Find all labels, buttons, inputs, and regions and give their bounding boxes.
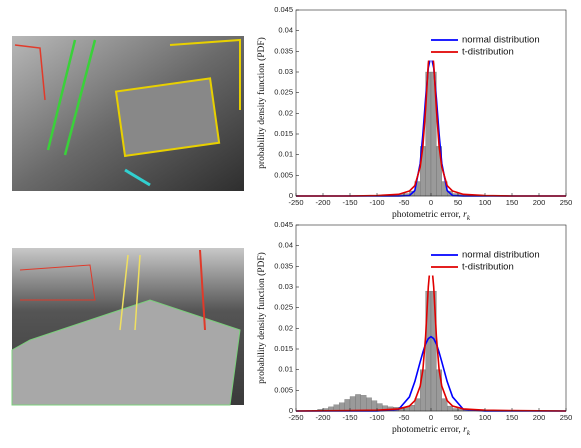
- x-axis-label-text: photometric error,: [392, 425, 463, 435]
- y-tick-label: 0.005: [274, 170, 293, 179]
- photo: [12, 248, 244, 405]
- legend-label: t-distribution: [462, 47, 514, 58]
- legend-label: normal distribution: [462, 250, 540, 261]
- histogram-bar: [339, 403, 344, 411]
- y-tick-label: 0.04: [278, 241, 293, 250]
- histogram-bar: [453, 409, 458, 411]
- y-axis-label: probability density function (PDF): [256, 252, 267, 384]
- x-tick-label: 250: [560, 198, 573, 207]
- x-tick-label: 100: [479, 198, 492, 207]
- x-tick-label: -100: [369, 198, 384, 207]
- x-axis-label: photometric error, rk: [392, 425, 471, 436]
- x-tick-label: -200: [315, 198, 330, 207]
- x-tick-label: -50: [399, 198, 410, 207]
- histogram-bar: [350, 397, 355, 411]
- x-tick-label: 200: [533, 198, 546, 207]
- y-tick-label: 0.02: [278, 323, 293, 332]
- y-tick-label: 0.01: [278, 150, 293, 159]
- y-tick-label: 0.01: [278, 365, 293, 374]
- y-tick-label: 0.03: [278, 282, 293, 291]
- x-axis-label-subscript: k: [467, 429, 471, 437]
- y-tick-label: 0.03: [278, 67, 293, 76]
- x-tick-label: 50: [454, 413, 462, 422]
- y-tick-label: 0: [289, 191, 293, 200]
- x-tick-label: -50: [399, 413, 410, 422]
- y-tick-label: 0.035: [274, 46, 293, 55]
- x-tick-label: 0: [429, 198, 433, 207]
- histogram-bar: [345, 399, 350, 411]
- legend-label: t-distribution: [462, 262, 514, 273]
- y-tick-label: 0.025: [274, 88, 293, 97]
- y-tick-label: 0.005: [274, 385, 293, 394]
- x-tick-label: -150: [342, 413, 357, 422]
- x-tick-label: 200: [533, 413, 546, 422]
- histogram-bar: [366, 398, 371, 411]
- legend-label: normal distribution: [462, 35, 540, 46]
- y-tick-label: 0.035: [274, 261, 293, 270]
- y-tick-label: 0.025: [274, 303, 293, 312]
- y-tick-label: 0.04: [278, 26, 293, 35]
- histogram-bar: [447, 406, 452, 411]
- y-tick-label: 0.015: [274, 129, 293, 138]
- histogram-bar: [436, 370, 441, 411]
- x-tick-label: 250: [560, 413, 573, 422]
- y-tick-label: 0.015: [274, 344, 293, 353]
- x-tick-label: 150: [506, 413, 519, 422]
- histogram-bar: [420, 370, 425, 411]
- x-tick-label: -200: [315, 413, 330, 422]
- x-tick-label: -150: [342, 198, 357, 207]
- y-tick-label: 0: [289, 406, 293, 415]
- x-tick-label: 0: [429, 413, 433, 422]
- x-tick-label: 50: [454, 198, 462, 207]
- histogram-bar: [355, 394, 360, 411]
- x-axis-label-text: photometric error,: [392, 210, 463, 220]
- x-tick-label: -100: [369, 413, 384, 422]
- x-axis-label: photometric error, rk: [392, 210, 471, 221]
- histogram-bar: [361, 395, 366, 411]
- x-axis-label-subscript: k: [467, 214, 471, 222]
- x-tick-label: 150: [506, 198, 519, 207]
- y-axis-label: probability density function (PDF): [256, 37, 267, 169]
- y-tick-label: 0.02: [278, 108, 293, 117]
- x-tick-label: 100: [479, 413, 492, 422]
- y-tick-label: 0.045: [274, 5, 293, 14]
- photo: [12, 36, 244, 191]
- y-tick-label: 0.045: [274, 220, 293, 229]
